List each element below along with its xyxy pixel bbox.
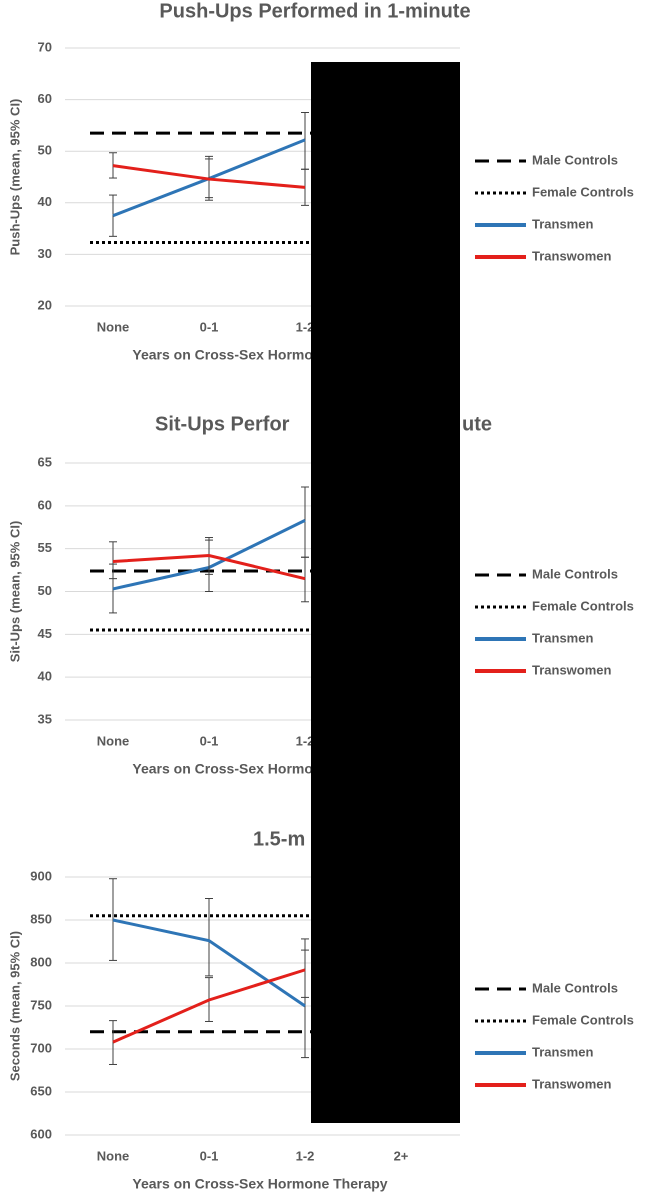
x-tick-label: 2+ [394, 1148, 409, 1163]
y-tick-label: 900 [30, 868, 52, 883]
series-line [112, 918, 306, 1008]
legend-label: Transmen [532, 216, 593, 231]
chart-title: Push-Ups Performed in 1-minute [159, 0, 470, 22]
y-axis-label: Seconds (mean, 95% CI) [7, 931, 22, 1081]
y-tick-label: 70 [38, 39, 52, 54]
legend-label: Male Controls [532, 980, 618, 995]
legend-label: Male Controls [532, 566, 618, 581]
legend-label: Female Controls [532, 598, 634, 613]
y-tick-label: 65 [38, 454, 52, 469]
x-tick-label: 0-1 [200, 733, 219, 748]
legend-label: Female Controls [532, 184, 634, 199]
y-tick-label: 60 [38, 497, 52, 512]
x-axis-label: Years on Cross-Sex Hormone Therapy [132, 1176, 387, 1192]
legend-label: Transwomen [532, 1076, 612, 1091]
y-tick-label: 700 [30, 1040, 52, 1055]
y-tick-label: 40 [38, 669, 52, 684]
redaction-box [311, 62, 460, 1123]
y-tick-label: 55 [38, 540, 52, 555]
legend-label: Transwomen [532, 248, 612, 263]
y-tick-label: 60 [38, 91, 52, 106]
legend-label: Transmen [532, 1044, 593, 1059]
x-tick-label: None [97, 1148, 130, 1163]
x-tick-label: 1-2 [296, 1148, 315, 1163]
legend-label: Male Controls [532, 152, 618, 167]
series-line [112, 968, 306, 1044]
x-tick-label: 1-2 [296, 319, 315, 334]
x-tick-label: 0-1 [200, 319, 219, 334]
chart-title: Sit-Ups Perfor [155, 413, 290, 435]
y-tick-label: 40 [38, 194, 52, 209]
legend-label: Female Controls [532, 1012, 634, 1027]
x-tick-label: 0-1 [200, 1148, 219, 1163]
chart-title: ute [462, 413, 492, 435]
x-tick-label: None [97, 733, 130, 748]
y-tick-label: 850 [30, 911, 52, 926]
y-tick-label: 800 [30, 954, 52, 969]
series-line [112, 554, 306, 581]
legend-label: Transmen [532, 630, 593, 645]
y-axis-label: Push-Ups (mean, 95% CI) [7, 99, 22, 256]
y-tick-label: 50 [38, 143, 52, 158]
series-line [112, 164, 306, 189]
y-tick-label: 20 [38, 297, 52, 312]
legend-label: Transwomen [532, 662, 612, 677]
y-tick-label: 650 [30, 1083, 52, 1098]
y-tick-label: 600 [30, 1126, 52, 1141]
y-tick-label: 30 [38, 246, 52, 261]
y-tick-label: 50 [38, 583, 52, 598]
x-tick-label: None [97, 319, 130, 334]
x-tick-label: 1-2 [296, 733, 315, 748]
y-tick-label: 35 [38, 711, 52, 726]
y-axis-label: Sit-Ups (mean, 95% CI) [7, 521, 22, 663]
chart-title: 1.5-m [253, 828, 305, 850]
y-tick-label: 750 [30, 997, 52, 1012]
y-tick-label: 45 [38, 626, 52, 641]
